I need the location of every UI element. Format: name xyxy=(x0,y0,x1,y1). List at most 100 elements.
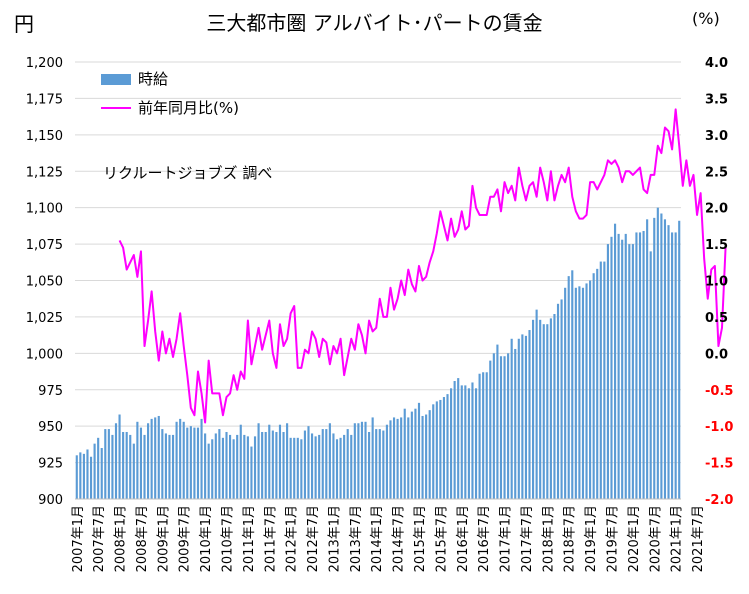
bar xyxy=(585,283,588,499)
bar xyxy=(275,431,278,499)
bar xyxy=(318,434,321,499)
bar xyxy=(428,410,431,499)
bar xyxy=(499,356,503,499)
bar xyxy=(467,388,470,499)
bar xyxy=(129,434,132,499)
bar xyxy=(239,424,242,499)
bar xyxy=(100,448,103,499)
bar xyxy=(339,437,342,499)
y-left-tick-label: 1,075 xyxy=(26,238,63,253)
bar xyxy=(631,244,634,499)
x-tick-label: 2012年1月 xyxy=(285,505,300,572)
bar xyxy=(603,261,606,499)
bar xyxy=(542,324,545,499)
bar xyxy=(161,429,164,499)
bar xyxy=(360,421,364,499)
bar xyxy=(104,429,107,499)
bar xyxy=(546,324,549,499)
y-right-tick-label: 2.0 xyxy=(705,202,728,217)
bar xyxy=(400,417,403,499)
bar xyxy=(147,423,150,499)
bar xyxy=(353,423,356,499)
bar xyxy=(164,433,167,499)
bar xyxy=(186,427,189,499)
bar xyxy=(539,319,542,499)
y-left-tick-label: 1,150 xyxy=(26,129,63,144)
bar xyxy=(517,338,520,499)
x-tick-label: 2011年1月 xyxy=(242,505,257,572)
bar xyxy=(193,427,196,499)
bar xyxy=(396,418,399,499)
bar xyxy=(143,434,146,499)
bar xyxy=(646,219,649,499)
bar xyxy=(556,303,560,499)
x-tick-label: 2020年1月 xyxy=(627,505,642,572)
x-tick-label: 2010年1月 xyxy=(199,505,214,572)
bar xyxy=(111,434,114,499)
x-tick-label: 2019年7月 xyxy=(605,505,620,572)
y-left-tick-label: 1,000 xyxy=(26,347,63,362)
bar xyxy=(268,424,271,499)
y-right-tick-label: -1.0 xyxy=(705,420,733,435)
bar xyxy=(535,309,538,499)
bar xyxy=(610,236,613,500)
bar xyxy=(421,415,424,499)
bar xyxy=(264,431,267,499)
bar xyxy=(549,318,552,499)
x-tick-label: 2009年7月 xyxy=(178,505,193,572)
right-axis-ticks: -2.0 -1.5 -1.0 -0.5 0.0 0.5 1.0 1.5 2.0 2.5 3.0 3.5… xyxy=(705,56,733,508)
bar xyxy=(218,429,221,499)
bar xyxy=(482,372,485,499)
bar xyxy=(678,220,681,499)
bar xyxy=(410,411,413,499)
bar xyxy=(464,385,467,499)
bar xyxy=(214,433,217,499)
bar xyxy=(528,330,531,499)
bar xyxy=(125,431,128,499)
bar xyxy=(261,431,264,499)
bar xyxy=(303,430,306,499)
bar-series xyxy=(75,207,681,500)
bar xyxy=(150,418,153,499)
bar xyxy=(674,232,677,499)
bar xyxy=(221,437,225,499)
bar xyxy=(246,436,249,499)
bar xyxy=(136,421,139,499)
y-right-tick-label: 4.0 xyxy=(705,56,728,71)
x-tick-label: 2009年1月 xyxy=(156,505,171,572)
y-left-tick-label: 1,125 xyxy=(26,165,63,180)
source-annotation: リクルートジョブズ 調べ xyxy=(103,164,272,182)
bar xyxy=(82,453,85,499)
x-axis-ticks: 2007年1月 2007年7月 2008年1月 2008年7月 2009年1月 2009年… xyxy=(71,505,706,572)
bar xyxy=(211,439,214,499)
bar xyxy=(642,230,645,499)
bar xyxy=(628,244,631,499)
bar xyxy=(414,408,417,499)
bar xyxy=(314,436,317,499)
bar xyxy=(168,434,171,499)
y-right-tick-label: -1.5 xyxy=(705,457,733,472)
x-tick-label: 2011年7月 xyxy=(263,505,278,572)
bar xyxy=(182,421,185,499)
bar xyxy=(571,270,574,499)
bar xyxy=(364,421,367,499)
right-axis-unit: (%) xyxy=(692,9,720,28)
bar xyxy=(599,261,602,499)
y-left-tick-label: 1,025 xyxy=(26,311,63,326)
bar xyxy=(667,225,670,499)
x-tick-label: 2008年7月 xyxy=(135,505,150,572)
x-tick-label: 2012年7月 xyxy=(306,505,321,572)
bar xyxy=(435,401,438,499)
bar xyxy=(300,439,303,499)
y-left-tick-label: 1,050 xyxy=(26,275,63,290)
bar xyxy=(638,232,642,499)
bar xyxy=(343,434,346,499)
bar xyxy=(624,233,627,500)
x-tick-label: 2017年1月 xyxy=(499,505,514,572)
legend: 時給 前年同月比(%) xyxy=(101,70,239,117)
x-tick-label: 2016年1月 xyxy=(456,505,471,572)
bar xyxy=(207,443,210,499)
bar xyxy=(371,417,374,499)
x-tick-label: 2021年7月 xyxy=(691,505,706,572)
bar xyxy=(442,397,446,499)
